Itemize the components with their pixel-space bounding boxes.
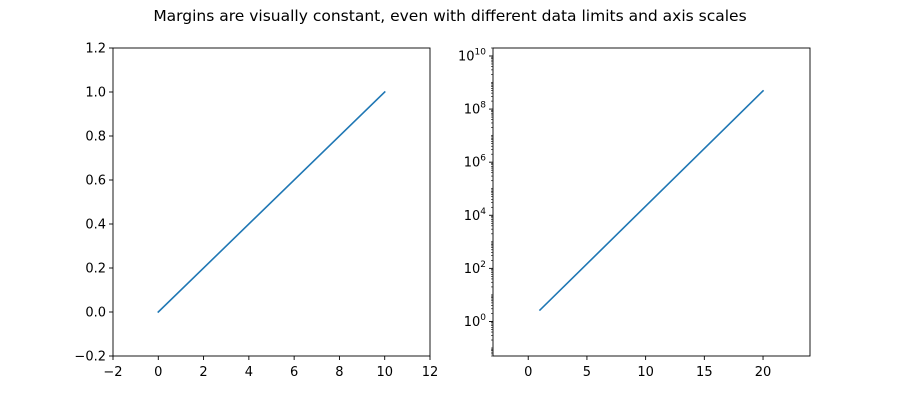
y-tick-base: 10 (464, 315, 481, 330)
y-tick-label: 0.0 (85, 306, 106, 321)
y-tick-base: 10 (464, 262, 481, 277)
left-chart: −2 0 2 4 6 8 10 12 −0.2 0.0 0.2 0.4 0.6 0.8 1.0 1.2 (74, 42, 438, 381)
y-tick-label: 108 (464, 101, 487, 118)
y-tick-exponent: 0 (480, 313, 486, 323)
x-tick-label: 10 (376, 365, 393, 380)
series-line-1 (157, 90, 386, 314)
series-line-1 (538, 89, 765, 312)
y-tick-label: 0.6 (85, 174, 106, 189)
figure-title: Margins are visually constant, even with… (153, 7, 746, 25)
y-tick-label: 0.4 (85, 218, 106, 233)
axes-frame (492, 47, 811, 357)
axes-frame (112, 47, 431, 357)
x-tick-label: 20 (755, 365, 772, 380)
y-tick-label: 106 (464, 154, 487, 171)
x-tick-label: 12 (422, 365, 439, 380)
y-tick-exponent: 2 (480, 260, 486, 270)
x-tick-label: 5 (583, 365, 591, 380)
x-tick-label: 6 (290, 365, 298, 380)
y-tick-base: 10 (464, 209, 481, 224)
y-tick-exponent: 4 (480, 207, 486, 217)
x-tick-label: 2 (199, 365, 207, 380)
y-tick-base: 10 (464, 156, 481, 171)
y-tick-label: 104 (464, 207, 487, 224)
y-tick-exponent: 6 (480, 154, 486, 164)
x-tick-label: 8 (335, 365, 343, 380)
x-tick-label: −2 (103, 365, 122, 380)
y-tick-label: 100 (464, 313, 487, 330)
y-tick-base: 10 (464, 103, 481, 118)
x-tick-label: 10 (637, 365, 654, 380)
y-tick-label: −0.2 (74, 350, 106, 365)
y-tick-label: 1.2 (85, 42, 106, 57)
y-tick-label: 102 (464, 260, 486, 277)
x-tick-label: 0 (524, 365, 532, 380)
y-tick-exponent: 10 (475, 47, 487, 57)
x-tick-label: 0 (154, 365, 162, 380)
y-tick-label: 1010 (458, 47, 486, 64)
y-tick-label: 0.8 (85, 130, 106, 145)
y-tick-label: 1.0 (85, 86, 106, 101)
y-tick-label: 0.2 (85, 262, 106, 277)
y-tick-exponent: 8 (480, 101, 486, 111)
x-tick-label: 15 (696, 365, 713, 380)
x-tick-label: 4 (245, 365, 253, 380)
y-tick-base: 10 (458, 49, 475, 64)
